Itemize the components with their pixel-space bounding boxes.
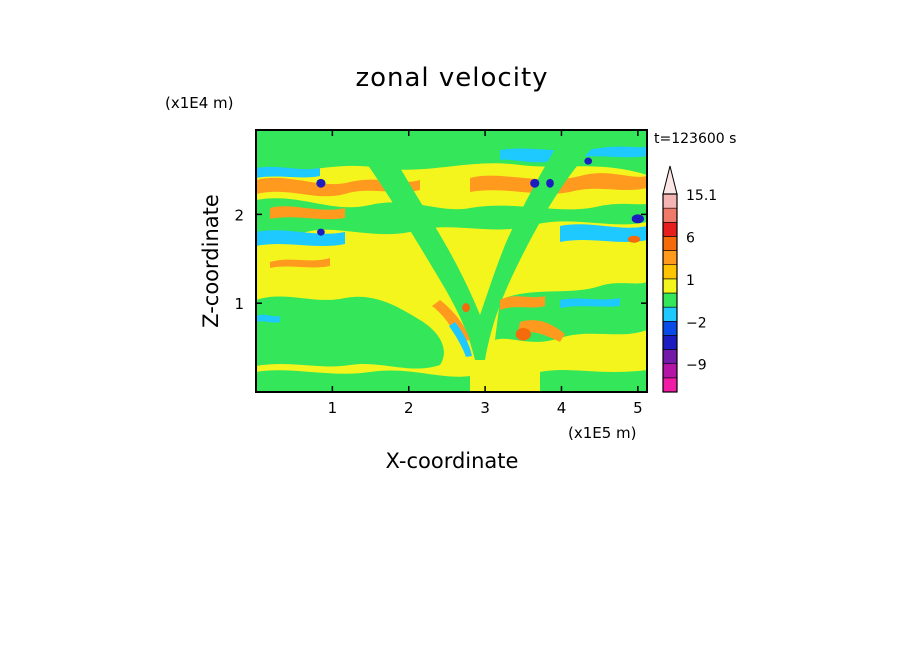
colorbar-label: 1 <box>686 273 695 289</box>
field-extremum <box>515 328 531 341</box>
velocity-field <box>256 130 647 392</box>
field-extremum <box>316 178 326 188</box>
band-orange-upper <box>256 177 420 197</box>
field-extremum <box>530 178 540 188</box>
x-tick-label: 5 <box>633 399 643 417</box>
colorbar-swatch <box>662 335 678 350</box>
band-cyan-upper-left <box>256 166 320 178</box>
x-tick-label: 2 <box>404 399 414 417</box>
region-green-lower-left <box>256 296 444 369</box>
colorbar-extend-arrow <box>662 165 678 195</box>
colorbar-swatch <box>662 221 678 237</box>
field-extremum <box>317 228 325 236</box>
region-green-bottom-right <box>540 370 647 392</box>
colorbar-frame <box>662 193 678 393</box>
x-axis: 1 2 3 4 5 <box>328 130 643 417</box>
field-extremum <box>546 178 554 188</box>
colorbar-label: 15.1 <box>686 188 717 204</box>
x-tick-label: 1 <box>328 399 338 417</box>
colorbar-swatch <box>662 363 678 379</box>
colorbar-swatch <box>662 250 678 266</box>
wedge-green-center <box>350 140 600 360</box>
colorbar-swatch <box>662 377 678 393</box>
colorbar-label: 6 <box>686 230 695 246</box>
colorbar-swatch <box>662 278 678 294</box>
field-extremum <box>584 157 593 165</box>
colorbar-swatch <box>662 193 678 209</box>
x-tick-label: 3 <box>480 399 490 417</box>
plot-frame <box>255 129 648 393</box>
streak-orange-left <box>270 258 330 268</box>
time-label: t=123600 s <box>654 131 736 147</box>
streak-orange-lower-right <box>518 320 565 342</box>
colorbar-swatch <box>662 349 678 365</box>
y-tick-label: 1 <box>234 295 244 313</box>
colorbar: 15.1 6 1 −2 −9 <box>662 165 717 393</box>
colorbar-swatch <box>662 306 678 322</box>
colorbar-label: −2 <box>686 315 707 331</box>
band-green-mid <box>256 198 647 237</box>
field-extremum <box>627 235 641 243</box>
colorbar-label: −9 <box>686 358 707 374</box>
colorbar-swatch <box>662 207 678 223</box>
x-axis-title: X-coordinate <box>386 449 519 473</box>
streak-orange-right <box>500 296 545 310</box>
band-orange-mid-left <box>270 206 345 220</box>
y-axis-title: Z-coordinate <box>199 194 223 328</box>
colorbar-swatch <box>662 236 678 251</box>
y-multiplier-label: (x1E4 m) <box>165 94 234 112</box>
colorbar-swatch <box>662 264 678 280</box>
y-tick-label: 2 <box>234 206 244 224</box>
streak-cyan-center <box>449 322 472 357</box>
streak-cyan-lower-left <box>256 314 280 323</box>
streak-cyan-lower-right <box>560 298 620 308</box>
colorbar-swatch <box>662 292 678 308</box>
colorbar-swatch <box>662 320 678 336</box>
band-cyan-mid-right <box>560 224 647 242</box>
x-multiplier-label: (x1E5 m) <box>568 424 637 442</box>
chart-title: zonal velocity <box>355 63 548 93</box>
feature-layer <box>316 157 644 341</box>
field-extremum <box>631 214 644 224</box>
field-extremum <box>462 303 470 313</box>
region-green-bottom <box>256 370 470 392</box>
y-axis: 12 <box>234 206 647 313</box>
x-tick-label: 4 <box>557 399 567 417</box>
